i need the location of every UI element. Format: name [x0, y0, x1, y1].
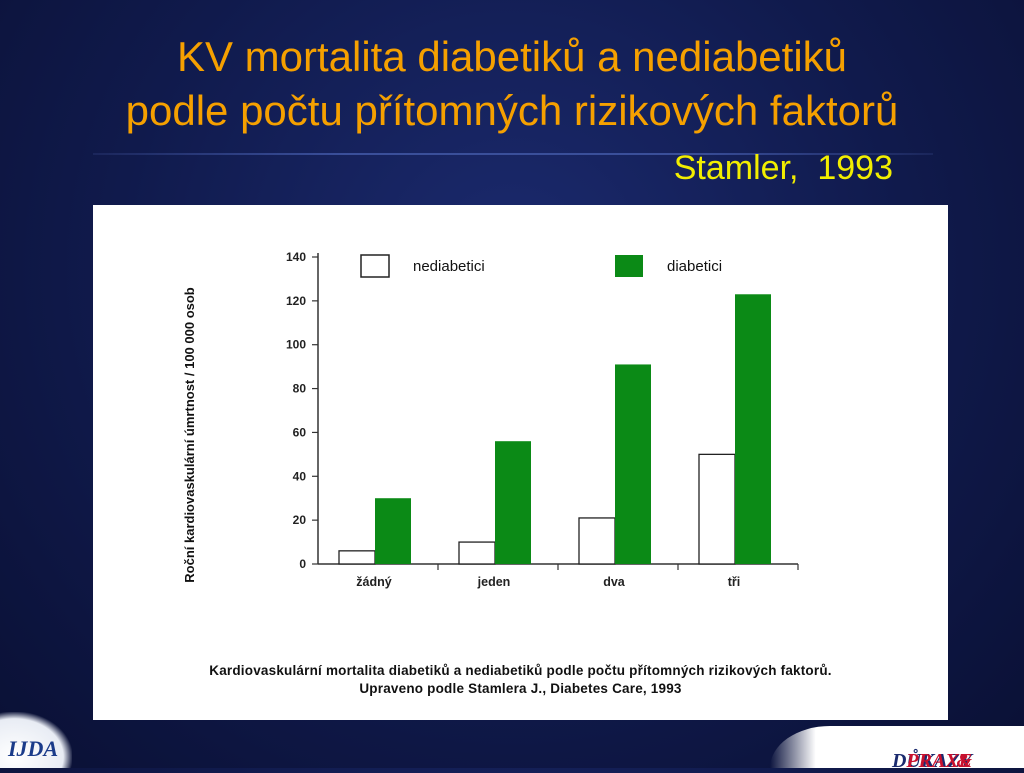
ijda-logo-text: IJDA: [8, 736, 59, 761]
citation: Stamler, 1993: [673, 149, 893, 187]
bar-diabetici-3: [615, 364, 651, 564]
caption-line-2: Upraveno podle Stamlera J., Diabetes Car…: [359, 681, 682, 696]
bar-nediabetici-1: [338, 550, 376, 565]
y-axis-label: Roční kardiovaskulární úmrtnost / 100 00…: [182, 287, 197, 583]
chart-caption: Kardiovaskulární mortalita diabetiků a n…: [93, 662, 948, 698]
chart-bars: [338, 294, 771, 565]
ijda-logo: IJDA: [0, 712, 72, 768]
legend-label-nediabetici: nediabetici: [413, 258, 485, 275]
bar-nediabetici-4: [698, 453, 736, 565]
legend-swatch-nediabetici: [360, 254, 390, 278]
chart-legend: nediabetici diabetici: [360, 254, 722, 278]
bar-nediabetici-2: [458, 541, 496, 565]
legend-swatch-diabetici: [615, 255, 643, 277]
bar-diabetici-4: [735, 294, 771, 564]
x-tick-label: žádný: [356, 575, 391, 589]
slide-title-line-2: podle počtu přítomných rizikových faktor…: [125, 87, 899, 134]
x-tick-labels: žádný jeden dva tři: [356, 564, 799, 589]
y-tick-label: 40: [293, 469, 307, 483]
slide-title-line-1: KV mortalita diabetiků a nediabetiků: [176, 33, 848, 80]
caption-line-1: Kardiovaskulární mortalita diabetiků a n…: [209, 663, 832, 678]
y-tick-label: 20: [293, 513, 307, 527]
logo-word-dukazy: DŮKAZY: [892, 750, 972, 772]
legend-label-diabetici: diabetici: [667, 258, 722, 275]
y-tick-label: 80: [293, 382, 307, 396]
x-tick-label: dva: [603, 575, 626, 589]
y-ticks: 0 20 40 60 80 100 120 140: [286, 250, 318, 571]
logo-word-praxe: PRAXE: [906, 750, 972, 772]
y-tick-label: 60: [293, 425, 307, 439]
bar-diabetici-1: [375, 498, 411, 564]
x-tick-label: tři: [728, 575, 741, 589]
bar-diabetici-2: [495, 441, 531, 564]
bar-nediabetici-3: [578, 517, 616, 565]
chart-panel: 0 20 40 60 80 100 120 140 žádný jeden dva tři nedi…: [93, 205, 948, 720]
logo-ampersand: &: [956, 750, 972, 772]
y-tick-label: 140: [286, 250, 306, 264]
y-tick-label: 0: [299, 557, 306, 571]
slide-title: KV mortalita diabetiků a nediabetiků pod…: [0, 30, 1024, 138]
y-tick-label: 100: [286, 338, 306, 352]
bar-chart: 0 20 40 60 80 100 120 140 žádný jeden dva tři nedi…: [182, 250, 799, 589]
x-tick-label: jeden: [477, 575, 511, 589]
title-divider: [93, 153, 933, 155]
y-tick-label: 120: [286, 294, 306, 308]
dukazy-praxe-logo: DŮKAZY & PRAXE: [770, 726, 1024, 772]
